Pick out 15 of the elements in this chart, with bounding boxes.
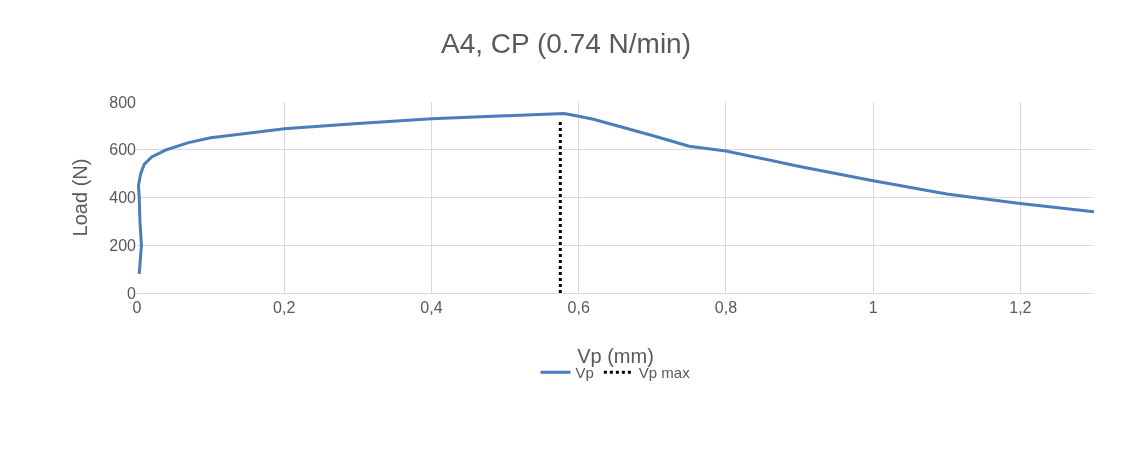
y-tick-label: 200 xyxy=(109,236,137,254)
y-tick-label: 800 xyxy=(109,93,137,111)
x-tick-label: 0,8 xyxy=(714,299,738,317)
x-tick-label: 0,4 xyxy=(420,299,443,317)
x-axis-title: Vp (mm) xyxy=(577,345,654,367)
y-axis-title: Load (N) xyxy=(69,158,91,237)
x-tick-label: 0,2 xyxy=(273,299,296,317)
chart-title: A4, CP (0.74 N/min) xyxy=(440,27,692,59)
y-tick-label: 0 xyxy=(127,284,137,302)
y-tick-label: 400 xyxy=(109,189,137,207)
x-tick-label: 1,2 xyxy=(1009,299,1032,317)
x-tick-label: 0,6 xyxy=(567,299,590,317)
x-tick-label: 1 xyxy=(868,299,878,317)
line-series xyxy=(137,111,1094,276)
y-tick-label: 600 xyxy=(109,141,137,159)
